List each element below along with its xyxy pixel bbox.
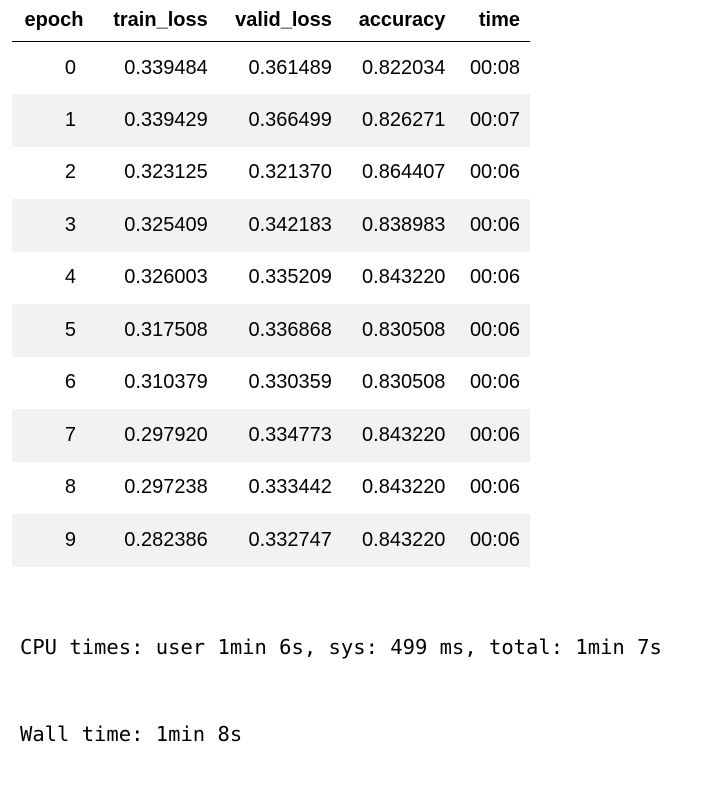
cell-time: 00:06 xyxy=(469,528,520,551)
wall-time-line: Wall time: 1min 8s xyxy=(20,721,243,746)
table-row: 3 0.325409 0.342183 0.838983 00:06 xyxy=(12,199,530,252)
cell-valid-loss: 0.336868 xyxy=(248,318,332,341)
cell-accuracy: 0.830508 xyxy=(362,318,446,341)
cell-epoch: 6 xyxy=(64,371,76,394)
cell-valid-loss: 0.361489 xyxy=(248,56,332,79)
cell-epoch: 8 xyxy=(64,476,76,499)
cell-accuracy: 0.826271 xyxy=(362,108,446,131)
table-row: 5 0.317508 0.336868 0.830508 00:06 xyxy=(12,304,530,357)
cell-accuracy: 0.838983 xyxy=(362,213,446,236)
cell-valid-loss: 0.335209 xyxy=(248,266,332,289)
cell-accuracy: 0.843220 xyxy=(362,528,446,551)
cell-epoch: 1 xyxy=(64,108,76,131)
cell-valid-loss: 0.333442 xyxy=(248,476,332,499)
cell-accuracy: 0.843220 xyxy=(362,476,446,499)
header-accuracy: accuracy xyxy=(341,0,456,42)
cell-epoch: 7 xyxy=(64,423,76,446)
header-time: time xyxy=(455,0,530,42)
cell-train-loss: 0.310379 xyxy=(124,371,208,394)
cell-epoch: 0 xyxy=(64,56,76,79)
table-header: epoch train_loss valid_loss accuracy tim… xyxy=(12,0,530,42)
header-row: epoch train_loss valid_loss accuracy tim… xyxy=(12,0,530,42)
cell-time: 00:06 xyxy=(469,213,520,236)
cell-train-loss: 0.297920 xyxy=(124,423,208,446)
cell-accuracy: 0.843220 xyxy=(362,423,446,446)
cell-epoch: 4 xyxy=(64,266,76,289)
cell-train-loss: 0.339429 xyxy=(124,108,208,131)
table-row: 7 0.297920 0.334773 0.843220 00:06 xyxy=(12,409,530,462)
cell-time: 00:06 xyxy=(469,423,520,446)
table-row: 6 0.310379 0.330359 0.830508 00:06 xyxy=(12,357,530,410)
table-row: 4 0.326003 0.335209 0.843220 00:06 xyxy=(12,252,530,305)
cell-epoch: 3 xyxy=(64,213,76,236)
training-metrics-table: epoch train_loss valid_loss accuracy tim… xyxy=(12,0,530,567)
cell-time: 00:06 xyxy=(469,161,520,184)
cell-train-loss: 0.325409 xyxy=(124,213,208,236)
table-row: 9 0.282386 0.332747 0.843220 00:06 xyxy=(12,514,530,567)
cell-valid-loss: 0.366499 xyxy=(248,108,332,131)
cell-train-loss: 0.339484 xyxy=(124,56,208,79)
cell-accuracy: 0.843220 xyxy=(362,266,446,289)
table-row: 2 0.323125 0.321370 0.864407 00:06 xyxy=(12,147,530,200)
cell-train-loss: 0.297238 xyxy=(124,476,208,499)
cell-epoch: 2 xyxy=(64,161,76,184)
cell-epoch: 5 xyxy=(64,318,76,341)
cell-accuracy: 0.822034 xyxy=(362,56,446,79)
header-valid-loss: valid_loss xyxy=(217,0,342,42)
cell-train-loss: 0.282386 xyxy=(124,528,208,551)
cell-accuracy: 0.864407 xyxy=(362,161,446,184)
cell-train-loss: 0.326003 xyxy=(124,266,208,289)
table-row: 8 0.297238 0.333442 0.843220 00:06 xyxy=(12,462,530,515)
cell-time: 00:06 xyxy=(469,371,520,394)
cell-time: 00:07 xyxy=(469,108,520,131)
cell-valid-loss: 0.334773 xyxy=(248,423,332,446)
cell-time: 00:06 xyxy=(469,476,520,499)
cell-train-loss: 0.317508 xyxy=(124,318,208,341)
table-body: 0 0.339484 0.361489 0.822034 00:08 1 0.3… xyxy=(12,42,530,567)
cell-output: epoch train_loss valid_loss accuracy tim… xyxy=(12,0,728,807)
cell-valid-loss: 0.330359 xyxy=(248,371,332,394)
cell-time: 00:06 xyxy=(469,318,520,341)
cell-train-loss: 0.323125 xyxy=(124,161,208,184)
timing-output: CPU times: user 1min 6s, sys: 499 ms, to… xyxy=(20,575,728,807)
cell-valid-loss: 0.332747 xyxy=(248,528,332,551)
cell-time: 00:08 xyxy=(469,56,520,79)
cell-accuracy: 0.830508 xyxy=(362,371,446,394)
cpu-times-line: CPU times: user 1min 6s, sys: 499 ms, to… xyxy=(20,634,662,659)
cell-valid-loss: 0.321370 xyxy=(248,161,332,184)
cell-epoch: 9 xyxy=(64,528,76,551)
table-row: 1 0.339429 0.366499 0.826271 00:07 xyxy=(12,94,530,147)
cell-time: 00:06 xyxy=(469,266,520,289)
header-train-loss: train_loss xyxy=(95,0,218,42)
table-row: 0 0.339484 0.361489 0.822034 00:08 xyxy=(12,42,530,95)
cell-valid-loss: 0.342183 xyxy=(248,213,332,236)
header-epoch: epoch xyxy=(12,0,96,42)
